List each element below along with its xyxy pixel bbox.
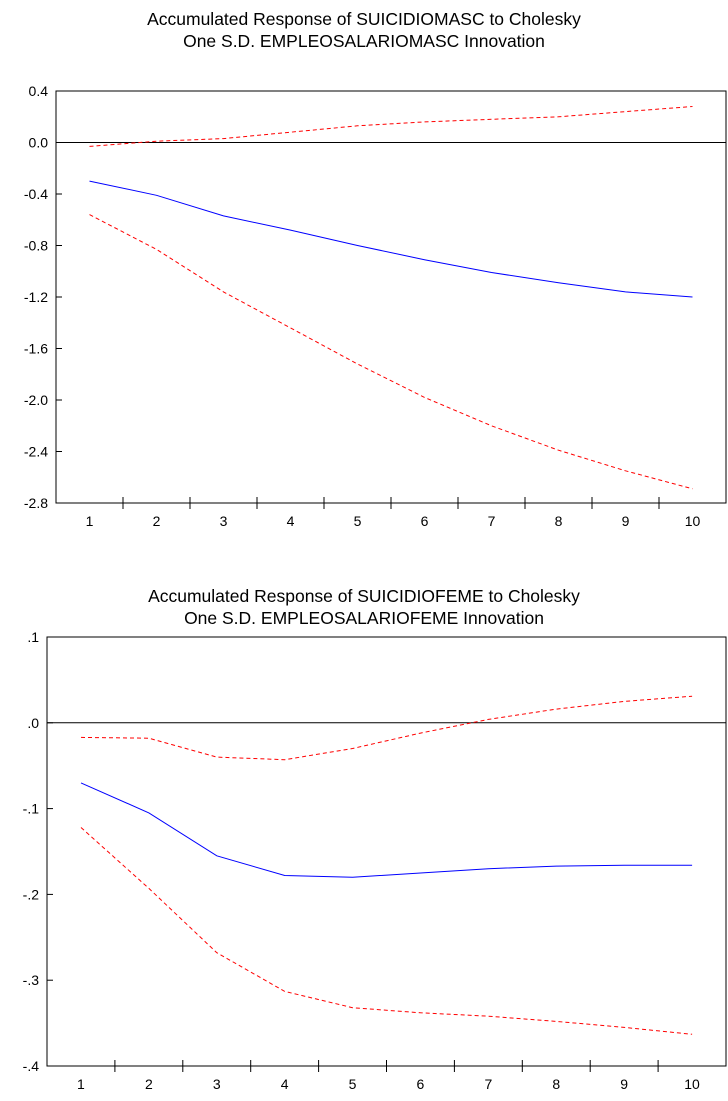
y-tick-label: .1 bbox=[27, 629, 39, 645]
x-tick-label: 6 bbox=[417, 1076, 425, 1092]
chart-title-line-1: Accumulated Response of SUICIDIOMASC to … bbox=[147, 9, 581, 29]
chart-title-line-2: One S.D. EMPLEOSALARIOFEME Innovation bbox=[184, 608, 544, 628]
x-tick-label: 4 bbox=[281, 1076, 289, 1092]
y-tick-label: -2.8 bbox=[24, 495, 48, 511]
x-tick-label: 2 bbox=[153, 513, 161, 529]
y-tick-label: -.3 bbox=[23, 972, 40, 988]
chart-plot-area: 0.4 0.0 -0.4 -0.8 -1.2 -1.6 -2.0 -2.4 -2.8 1 2 3 4 5 6… bbox=[24, 83, 727, 529]
y-tick-label: -1.6 bbox=[24, 341, 48, 357]
y-tick-label: 0.4 bbox=[29, 83, 49, 99]
x-tick-label: 10 bbox=[685, 513, 701, 529]
chart-title-line-2: One S.D. EMPLEOSALARIOMASC Innovation bbox=[183, 31, 545, 51]
x-tick-label: 6 bbox=[421, 513, 429, 529]
chart-title: Accumulated Response of SUICIDIOFEME to … bbox=[0, 585, 728, 629]
x-tick-label: 10 bbox=[684, 1076, 700, 1092]
series-line-upper-band bbox=[89, 106, 693, 147]
x-tick-label: 8 bbox=[552, 1076, 560, 1092]
y-tick-label: -1.2 bbox=[24, 289, 48, 305]
x-tick-label: 1 bbox=[86, 513, 94, 529]
chart-title: Accumulated Response of SUICIDIOMASC to … bbox=[0, 8, 728, 52]
x-tick-label: 5 bbox=[354, 513, 362, 529]
y-tick-label: -.4 bbox=[23, 1058, 40, 1074]
series-line-lower-band bbox=[89, 214, 693, 490]
series-line-lower-band bbox=[80, 827, 693, 1035]
chart-title-line-1: Accumulated Response of SUICIDIOFEME to … bbox=[148, 586, 580, 606]
y-tick-label: -2.4 bbox=[24, 444, 48, 460]
y-tick-label: .0 bbox=[27, 715, 39, 731]
x-tick-label: 3 bbox=[220, 513, 228, 529]
y-tick-label: -0.4 bbox=[24, 186, 48, 202]
x-tick-label: 5 bbox=[349, 1076, 357, 1092]
x-tick-label: 1 bbox=[77, 1076, 85, 1092]
y-tick-label: 0.0 bbox=[29, 135, 49, 151]
x-tick-label: 9 bbox=[622, 513, 630, 529]
plot-frame bbox=[46, 636, 727, 1067]
series-line-response bbox=[89, 180, 693, 298]
series-line-response bbox=[80, 782, 693, 878]
x-tick-label: 4 bbox=[287, 513, 295, 529]
series-line-upper-band bbox=[80, 695, 693, 761]
x-tick-label: 3 bbox=[213, 1076, 221, 1092]
x-tick-label: 7 bbox=[484, 1076, 492, 1092]
y-tick-label: -.1 bbox=[23, 801, 40, 817]
x-tick-label: 9 bbox=[620, 1076, 628, 1092]
y-tick-label: -0.8 bbox=[24, 238, 48, 254]
x-tick-label: 2 bbox=[145, 1076, 153, 1092]
x-tick-label: 8 bbox=[555, 513, 563, 529]
y-tick-label: -2.0 bbox=[24, 392, 48, 408]
x-tick-label: 7 bbox=[488, 513, 496, 529]
y-tick-label: -.2 bbox=[23, 886, 40, 902]
